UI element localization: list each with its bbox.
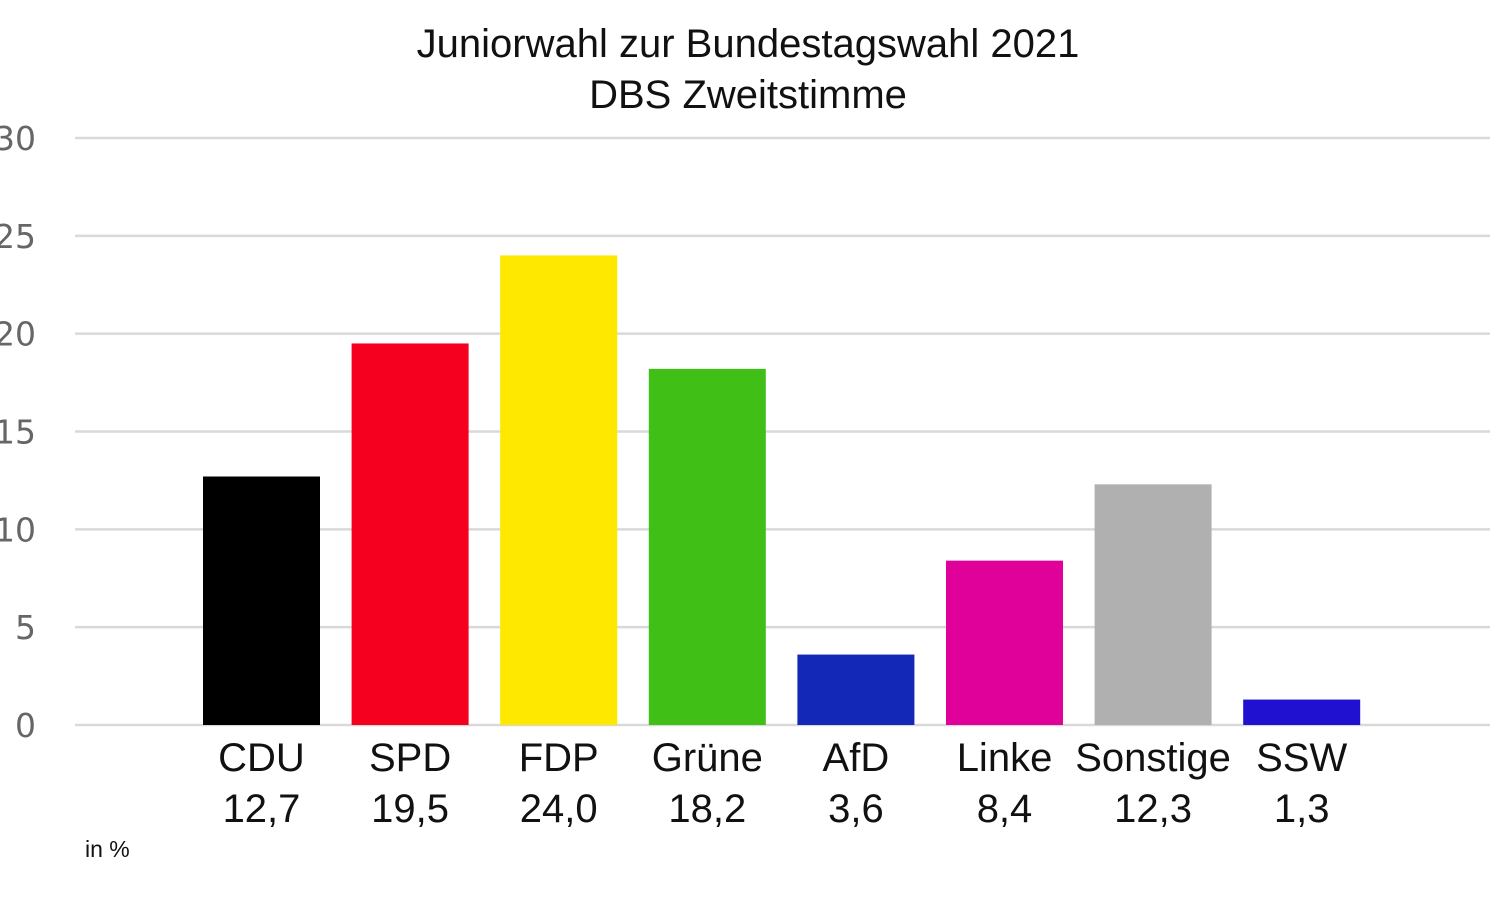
value-label: 12,3 [1114, 787, 1192, 831]
value-label: 19,5 [371, 787, 449, 831]
bar-spd [351, 343, 469, 725]
bar-ssw [1243, 699, 1361, 725]
category-label: FDP [519, 736, 599, 780]
y-tick-label: 20 [0, 315, 36, 354]
category-label: SPD [369, 736, 451, 780]
unit-note: in % [85, 836, 130, 862]
bar-grüne [648, 368, 766, 725]
value-label: 1,3 [1274, 787, 1330, 831]
value-label: 24,0 [520, 787, 598, 831]
category-label: CDU [218, 736, 305, 780]
y-tick-label: 0 [15, 706, 36, 745]
chart-subtitle: DBS Zweitstimme [589, 73, 907, 117]
value-label: 3,6 [828, 787, 884, 831]
chart-title: Juniorwahl zur Bundestagswahl 2021 [417, 22, 1080, 66]
y-tick-label: 5 [15, 608, 36, 647]
bar-fdp [500, 255, 618, 725]
y-tick-label: 30 [0, 119, 36, 158]
y-tick-label: 10 [0, 510, 36, 549]
y-tick-label: 25 [0, 217, 36, 256]
value-label: 12,7 [223, 787, 301, 831]
y-tick-label: 15 [0, 413, 36, 452]
category-label: AfD [823, 736, 890, 780]
bar-linke [946, 560, 1063, 725]
bar-sonstige [1094, 484, 1212, 725]
category-label: SSW [1256, 736, 1347, 780]
category-label: Linke [957, 736, 1053, 780]
value-label: 18,2 [668, 787, 746, 831]
category-label: Grüne [652, 736, 763, 780]
bar-afd [797, 654, 915, 725]
value-label: 8,4 [977, 787, 1033, 831]
category-label: Sonstige [1075, 736, 1231, 780]
bar-cdu [203, 476, 320, 725]
